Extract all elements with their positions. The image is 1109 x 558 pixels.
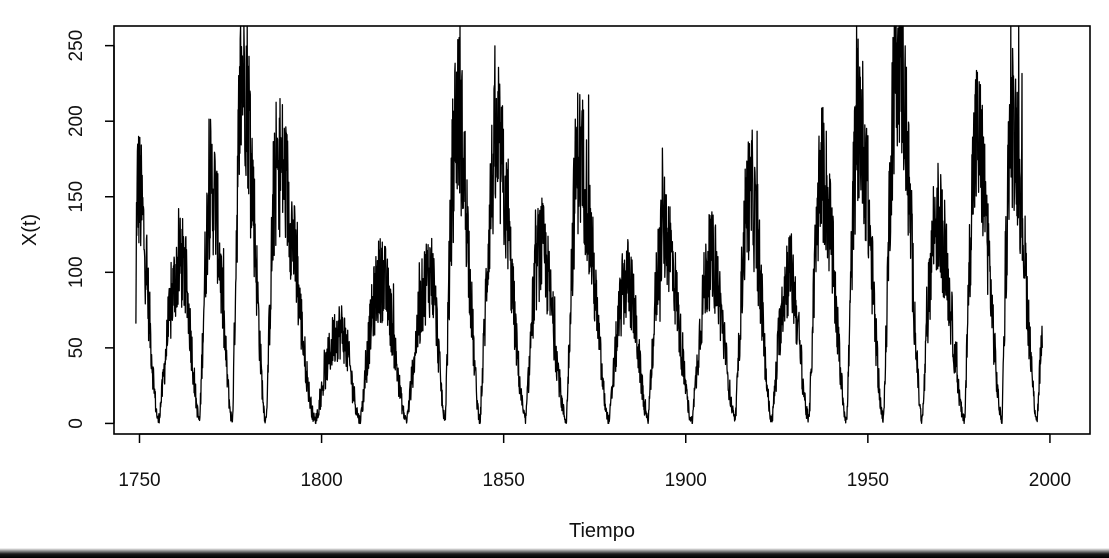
x-tick-label: 1900 xyxy=(665,470,707,491)
y-tick-label: 250 xyxy=(66,30,87,62)
series-line xyxy=(135,25,1043,425)
y-tick-label: 50 xyxy=(66,337,87,358)
y-tick-label: 150 xyxy=(66,181,87,213)
series-layer xyxy=(135,25,1043,425)
y-tick-label: 0 xyxy=(66,418,87,429)
x-tick-label: 1950 xyxy=(847,470,889,491)
x-tick-label: 1750 xyxy=(118,470,160,491)
window-bottom-edge xyxy=(0,548,1109,558)
y-tick-label: 100 xyxy=(66,256,87,288)
x-axis-title: Tiempo xyxy=(569,520,635,542)
y-tick-label: 200 xyxy=(66,105,87,137)
y-axis-title: X(t) xyxy=(19,214,41,246)
x-tick-label: 1850 xyxy=(483,470,525,491)
x-tick-label: 2000 xyxy=(1029,470,1071,491)
axes-layer: 1750 1800 1850 1900 1950 2000 0 50 100 150 200 250 xyxy=(66,30,1071,491)
x-tick-label: 1800 xyxy=(300,470,342,491)
